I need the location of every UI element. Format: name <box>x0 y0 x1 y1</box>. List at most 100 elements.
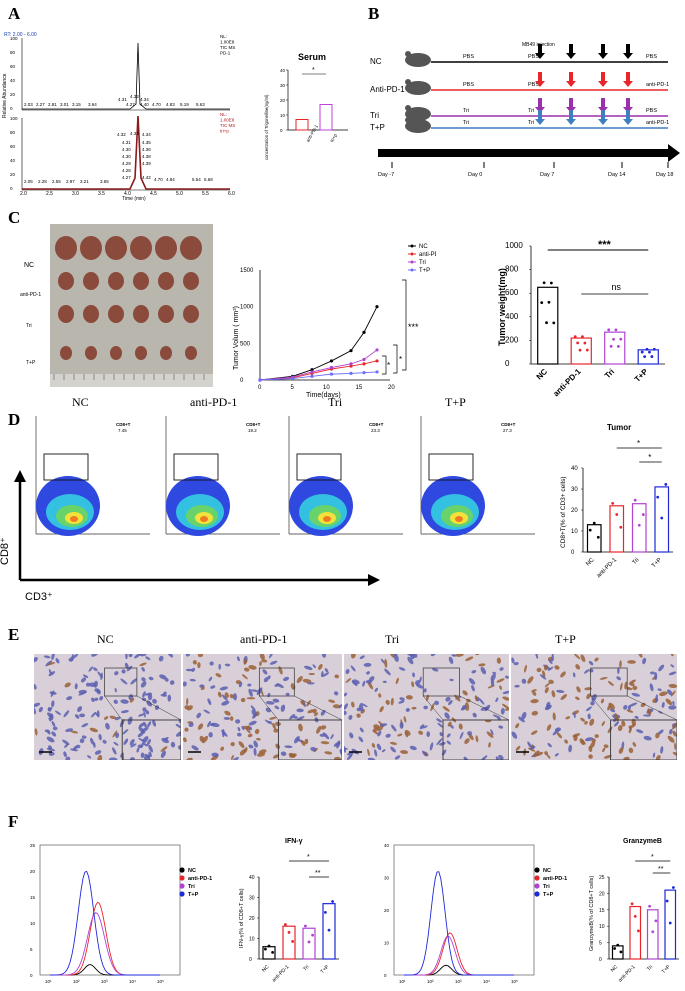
treatment-label: PBS <box>463 82 474 88</box>
peak-label: 5.63 <box>196 102 205 107</box>
serum-xtick: tri+p <box>329 132 338 143</box>
chrom-ytick: 0 <box>10 186 13 191</box>
peak-label: 4.28 <box>122 168 131 173</box>
hist2-xtick: 10⁵ <box>511 979 518 984</box>
tumor-sample <box>85 346 97 360</box>
mouse-icon <box>405 81 431 95</box>
serum-y-label: concentration of Trigonelline(ng/ml) <box>264 94 269 160</box>
peak-label: 4.30 <box>122 147 131 152</box>
gzm-plot-ytick: 25 <box>599 875 605 881</box>
gzm-plot-ytick: 10 <box>599 924 605 930</box>
volume-legend: NC <box>419 244 428 250</box>
flow-plot: CD8+T19.2 <box>165 416 280 536</box>
chrom-ytick: 20 <box>10 92 16 97</box>
gzm-plot-ytick: 5 <box>599 941 602 947</box>
flow-title: T+P <box>445 395 466 409</box>
hist1-ytick: 20 <box>30 869 36 874</box>
wt-plot-bar <box>570 337 592 365</box>
flow-title: NC <box>72 395 89 409</box>
volume-point <box>310 368 314 372</box>
peak-label: 2.03 <box>24 102 33 107</box>
gzm-bar-chart: GranzymeB GranzymeB(% of CD8+T cells) 25… <box>589 838 679 983</box>
volume-xtick: 15 <box>356 385 363 391</box>
dose-arrow <box>569 44 573 53</box>
trace-info: 1.00E8 <box>220 40 235 45</box>
peak-label: 4.30 <box>122 154 131 159</box>
ifn-legend: NC anti-PD-1 Tri T+P <box>179 867 212 898</box>
volume-point <box>290 376 295 381</box>
day-label: Day 14 <box>608 172 625 178</box>
peak-label: 4.34 <box>142 132 151 137</box>
cd8-plot-ytick: 0 <box>571 550 575 556</box>
tumor-volume-chart: Tumor Volum ( mm³) Time(days) 1500100050… <box>233 244 436 399</box>
trace-info: TIC MS <box>220 45 235 50</box>
cd8-gate <box>173 453 219 481</box>
volume-ytick: 1000 <box>240 305 254 311</box>
serum-ytick: 10 <box>280 113 286 118</box>
peak-label: 3.64 <box>88 102 97 107</box>
wt-plot-ytick: 1000 <box>505 241 523 250</box>
trace-info: tri+p <box>220 129 229 134</box>
dose-arrow <box>601 72 605 81</box>
ifn-plot-ytick: 40 <box>249 875 255 881</box>
tumor-sample <box>133 305 149 323</box>
treatment-label: PBS <box>463 54 474 60</box>
volume-sig: *** <box>408 322 419 332</box>
tumor-photo <box>50 224 213 387</box>
zoom-box <box>258 667 295 697</box>
peak-label: 3.21 <box>80 179 89 184</box>
cd8-plot-xtick: T+P <box>651 557 663 569</box>
hist2-xtick: 10¹ <box>399 979 406 984</box>
dose-arrow <box>601 110 605 119</box>
tumor-sample <box>108 305 124 323</box>
gzm-plot-xtick: T+P <box>661 964 672 975</box>
photo-label-nc: NC <box>24 262 35 269</box>
trace-info: PD-1 <box>220 51 231 56</box>
cd8-gate <box>43 453 89 481</box>
dose-arrow <box>538 110 542 119</box>
mouse-icon <box>405 119 431 133</box>
volume-line <box>259 371 378 381</box>
serum-xtick: anti-PD-1 <box>305 124 319 143</box>
gzm-histogram: 40 30 20 10 0 10¹ 10² 10³ 10⁴ 10⁵ <box>384 843 535 984</box>
peak-label: 4.31 <box>122 140 131 145</box>
photo-label-antipd1: anti-PD-1 <box>20 292 42 298</box>
peak-label: 4.27 <box>122 175 131 180</box>
cd8-plot-xtick: anti-PD-1 <box>596 557 619 580</box>
chrom-ytick: 80 <box>10 50 16 55</box>
hist1-ytick: 10 <box>30 921 36 926</box>
peak-label: 4.42 <box>142 175 151 180</box>
gzm-y-label: GranzymeB(% of CD8+T cells) <box>589 876 595 951</box>
peak-label: 5.19 <box>180 102 189 107</box>
volume-point <box>310 370 314 374</box>
gzm-plot-ytick: 15 <box>599 908 605 914</box>
gzm-plot-bar <box>629 905 642 960</box>
peak-label: 4.34 <box>140 97 149 102</box>
wt-plot-bar <box>537 286 559 365</box>
hist2-ytick: 40 <box>384 843 390 848</box>
wt-plot-ytick: 400 <box>505 312 519 321</box>
panel-label-b: B <box>368 4 380 23</box>
flow-title: anti-PD-1 <box>190 395 238 409</box>
peak-label: 4.70 <box>154 177 163 182</box>
wt-plot-xtick: NC <box>535 367 550 382</box>
zoom-box <box>590 667 628 697</box>
volume-sig: * <box>387 361 390 370</box>
tumor-sample <box>133 272 149 290</box>
cd8-bar-title: Tumor <box>607 423 631 432</box>
cd8-plot-ytick: 40 <box>571 466 578 472</box>
dose-arrow <box>538 44 542 53</box>
hist1-curve <box>49 912 160 976</box>
chrom-ytick: 0 <box>10 106 13 111</box>
weight-y-label: Tumor weight(mg) <box>497 268 507 346</box>
volume-point <box>310 374 314 378</box>
cd8-plot-xtick: NC <box>585 557 596 568</box>
gzm-title: GranzymeB <box>623 838 662 845</box>
serum-ytick: 0 <box>280 128 283 133</box>
peak-label: 4.33 <box>130 131 139 136</box>
panel-label-a: A <box>8 4 21 23</box>
cd8-bar-chart: Tumor CD8+T(% of CD3+ cells) 40 30 20 10 0 NC… <box>560 423 673 580</box>
legend-label: NC <box>543 868 551 874</box>
hist2-curve <box>404 932 514 976</box>
